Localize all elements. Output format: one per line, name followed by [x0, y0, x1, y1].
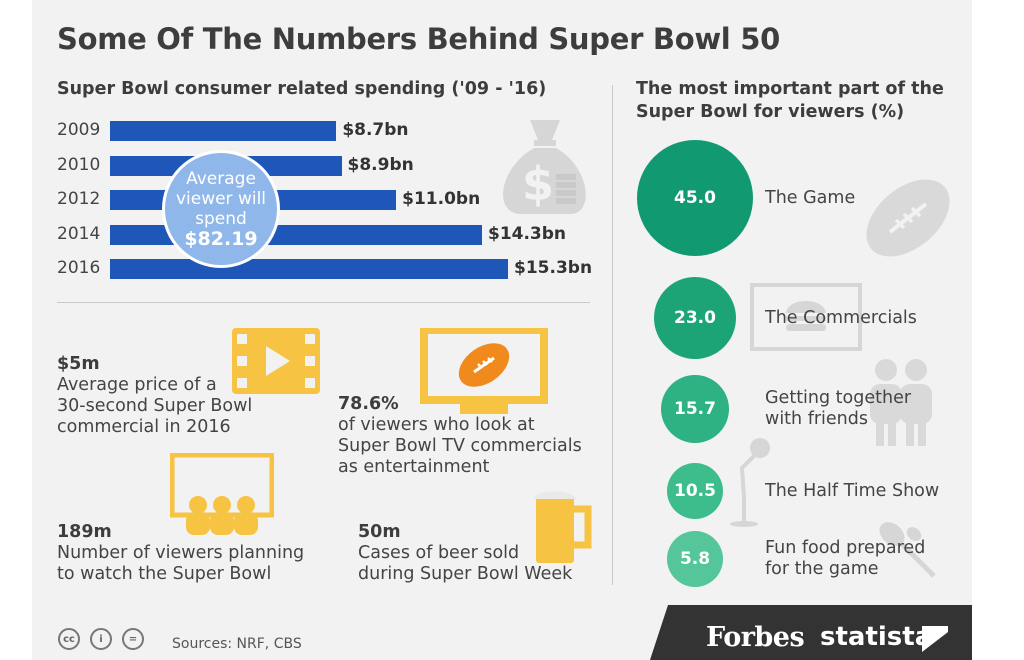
bar-category-label: 2016 — [57, 258, 101, 278]
avg-label-line-3: spend — [195, 209, 247, 229]
viewer-share-label: Getting together with friends — [765, 388, 911, 430]
viewer-share-label-line: for the game — [765, 559, 879, 579]
viewer-share-label-line: with friends — [765, 409, 868, 429]
stat-text-line: commercial in 2016 — [57, 417, 231, 437]
viewer-share-label-line: The Half Time Show — [765, 480, 940, 501]
football-icon — [866, 179, 950, 257]
viewers-heading: The most important part of the Super Bow… — [636, 79, 944, 122]
stat-text-line: during Super Bowl Week — [358, 564, 573, 584]
bar-category-label: 2014 — [57, 223, 101, 244]
tv-football-icon — [420, 328, 548, 414]
viewer-share-bubble: 23.0 — [653, 276, 737, 360]
food-icon — [879, 522, 936, 578]
sources: Sources: NRF, CBS — [172, 636, 302, 652]
vertical-divider — [612, 85, 613, 585]
stat-entertainment: 78.6% of viewers who look at Super Bowl … — [338, 394, 582, 478]
spending-bar — [110, 121, 337, 141]
stat-beer: 50m Cases of beer sold during Super Bowl… — [358, 522, 572, 585]
stat-number: 50m — [358, 522, 401, 542]
bar-value-label: $15.3bn — [514, 258, 593, 278]
horizontal-divider — [57, 302, 590, 303]
viewer-share-label: The Half Time Show — [765, 481, 939, 502]
stat-number: 78.6% — [338, 394, 399, 414]
svg-text:$: $ — [522, 157, 554, 211]
stat-text-line: of viewers who look at — [338, 415, 535, 435]
stat-number: $5m — [57, 354, 100, 374]
viewer-share-bubble: 45.0 — [637, 140, 753, 256]
viewer-share-bubble: 15.7 — [660, 374, 730, 444]
stat-text-line: 30-second Super Bowl — [57, 396, 253, 416]
bar-value-label: $8.7bn — [342, 120, 409, 140]
bar-category-label: 2010 — [57, 154, 101, 175]
viewer-share-label-line: Getting together — [765, 388, 912, 408]
beer-icon — [534, 491, 592, 563]
statista-logo-icon — [922, 626, 948, 652]
bar-value-label: $14.3bn — [487, 223, 567, 244]
viewer-share-label: The Commercials — [765, 308, 917, 329]
stat-number: 189m — [57, 522, 112, 542]
friends-icon — [870, 359, 932, 446]
stat-viewers: 189m Number of viewers planning to watch… — [57, 522, 304, 585]
stat-text-line: as entertainment — [338, 457, 490, 477]
no-derivatives-icon: = — [122, 628, 144, 650]
footer-brand-bar — [650, 605, 972, 660]
viewer-share-bubble: 5.8 — [667, 531, 723, 587]
video-icon — [232, 328, 320, 394]
viewer-share-label-line: The Commercials — [765, 307, 917, 328]
viewer-share-bubble: 10.5 — [666, 462, 723, 519]
viewer-share-label: Fun food prepared for the game — [765, 538, 925, 580]
money-bag-icon: $ — [503, 120, 586, 214]
tv-burger-icon — [750, 283, 862, 351]
page-title: Some Of The Numbers Behind Super Bowl 50 — [57, 22, 780, 56]
forbes-logo[interactable]: Forbes — [706, 622, 805, 653]
average-spend-bubble: Average viewer will spend $82.19 — [162, 150, 280, 268]
stat-text-line: Super Bowl TV commercials — [338, 436, 582, 456]
viewer-share-label-line: The Game — [765, 187, 856, 208]
spending-heading: Super Bowl consumer related spending ('0… — [57, 79, 547, 99]
bar-value-label: $11.0bn — [402, 189, 481, 209]
microphone-icon — [730, 438, 770, 527]
viewer-share-label: The Game — [765, 188, 855, 209]
cc-icon: cc — [58, 628, 80, 650]
audience-icon — [170, 453, 274, 535]
statista-logo[interactable]: statista — [820, 622, 933, 652]
stat-text-line: Number of viewers planning — [57, 543, 305, 563]
stat-text-line: Average price of a — [57, 375, 217, 395]
avg-label-line-2: viewer will — [175, 189, 267, 209]
attribution-icon: i — [90, 628, 112, 650]
stat-text-line: to watch the Super Bowl — [57, 564, 272, 584]
viewer-share-label-line: Fun food prepared — [765, 538, 926, 558]
avg-value: $82.19 — [184, 228, 258, 250]
bar-category-label: 2012 — [57, 189, 101, 209]
stat-ad-price: $5m Average price of a 30-second Super B… — [57, 354, 252, 438]
spending-bar — [110, 259, 508, 279]
avg-label-line-1: Average — [186, 169, 256, 189]
bar-category-label: 2009 — [57, 120, 101, 140]
bar-value-label: $8.9bn — [347, 154, 414, 175]
stat-text-line: Cases of beer sold — [358, 543, 520, 563]
